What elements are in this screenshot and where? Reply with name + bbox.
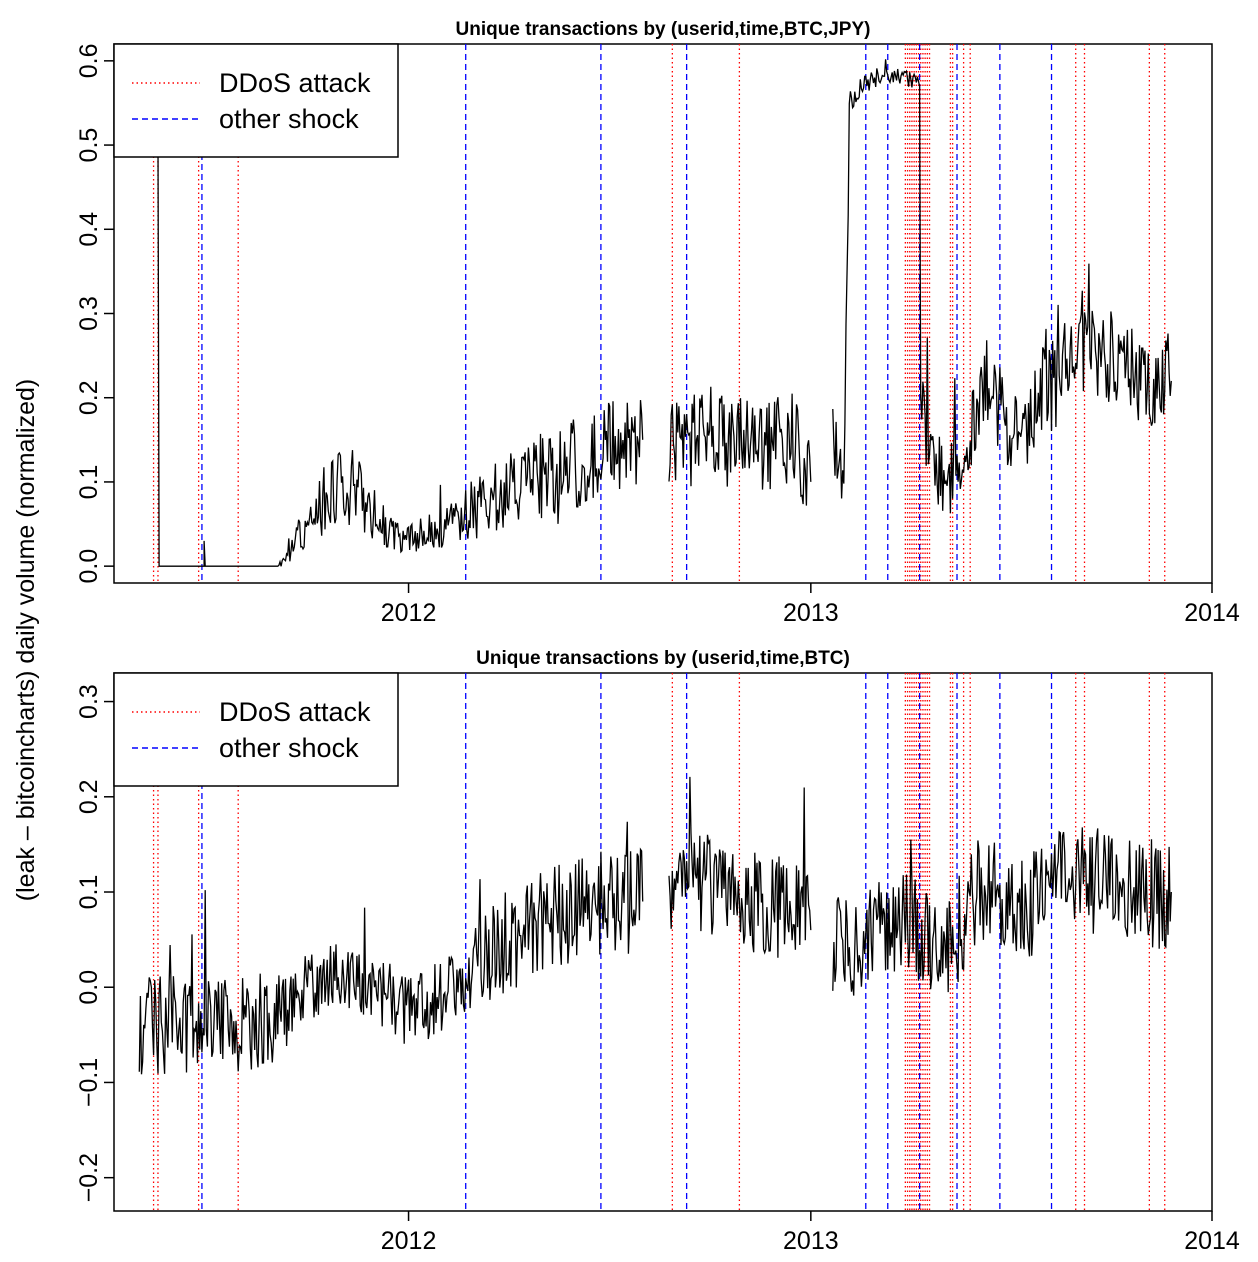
y-tick-label: 0.0 <box>75 970 103 1005</box>
plot-frame <box>113 672 1213 1212</box>
legend-label: other shock <box>219 733 359 763</box>
chart-title: Unique transactions by (userid,time,BTC) <box>476 648 850 669</box>
x-tick-label: 2014 <box>1184 1227 1240 1255</box>
y-tick-label: 0.3 <box>75 684 103 719</box>
series-line <box>668 386 812 506</box>
y-tick-label: 0.5 <box>75 128 103 163</box>
series-line <box>832 827 1172 996</box>
y-tick-label: −0.2 <box>75 1153 103 1202</box>
y-tick-label: 0.3 <box>75 296 103 331</box>
x-tick-label: 2012 <box>381 1227 437 1255</box>
y-tick-label: 0.4 <box>75 212 103 247</box>
y-tick-label: 0.0 <box>75 549 103 584</box>
x-tick-label: 2014 <box>1184 599 1240 627</box>
y-tick-label: 0.2 <box>75 380 103 415</box>
chart-title: Unique transactions by (userid,time,BTC,… <box>456 19 871 40</box>
x-tick-label: 2013 <box>783 599 839 627</box>
legend-label: DDoS attack <box>219 697 371 727</box>
legend-box <box>113 672 399 787</box>
y-tick-label: 0.1 <box>75 465 103 500</box>
series-line <box>668 776 812 958</box>
legend-label: other shock <box>219 104 359 134</box>
series-line <box>832 59 1172 514</box>
x-tick-label: 2012 <box>381 599 437 627</box>
chart-panel-top: Unique transactions by (userid,time,BTC,… <box>75 19 1240 627</box>
y-axis-label: (leak – bitcoincharts) daily volume (nor… <box>12 379 40 901</box>
series-line <box>114 134 644 567</box>
y-tick-label: 0.1 <box>75 875 103 910</box>
legend: DDoS attack other shock <box>113 43 399 158</box>
legend: DDoS attack other shock <box>113 672 399 787</box>
legend-label: DDoS attack <box>219 68 371 98</box>
y-tick-label: −0.1 <box>75 1058 103 1107</box>
y-tick-label: 0.6 <box>75 43 103 78</box>
y-tick-label: 0.2 <box>75 779 103 814</box>
chart-panel-bottom: Unique transactions by (userid,time,BTC)… <box>75 648 1240 1255</box>
legend-box <box>113 43 399 158</box>
series-line <box>138 821 644 1075</box>
x-tick-label: 2013 <box>783 1227 839 1255</box>
